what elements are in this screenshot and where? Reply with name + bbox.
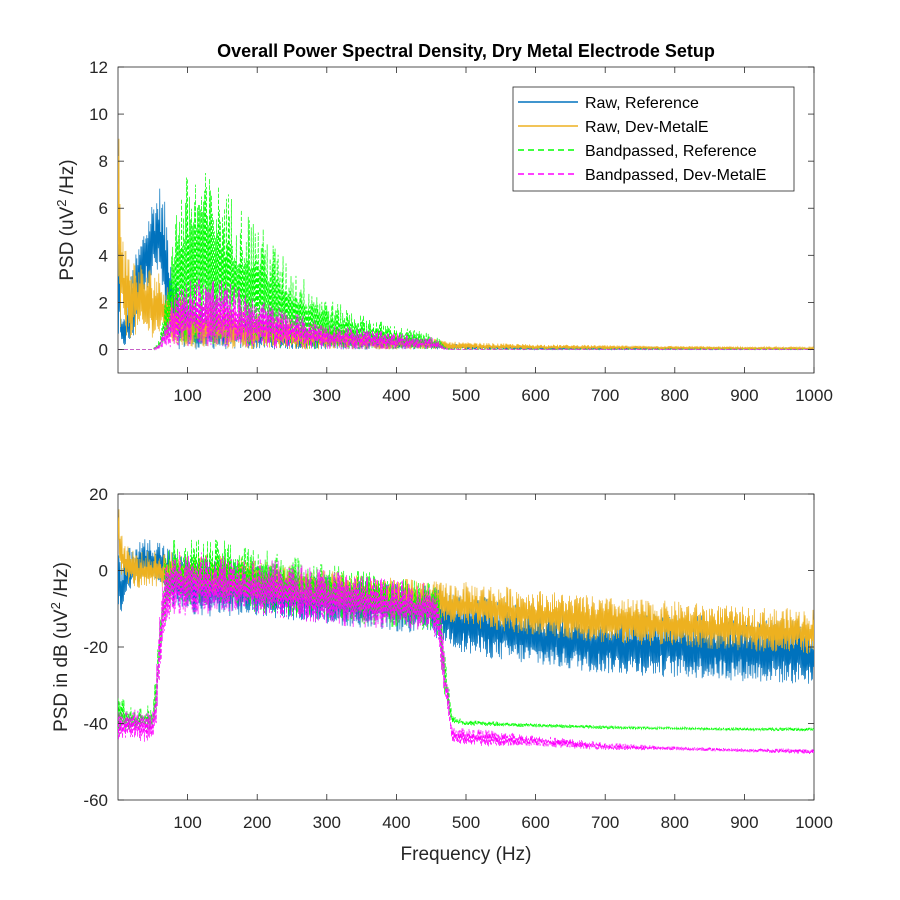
bottom-x-tick-label: 700 [591, 813, 619, 832]
bottom-y-axis-label: PSD in dB (uV2 /Hz) [48, 562, 72, 732]
bottom-y-tick-label: 0 [99, 562, 108, 581]
top-tick-group: 100 200 300 400 500 600 700 800 900 1000 0 2 4 6 8 10 12 [89, 58, 833, 405]
top-x-tick-label: 300 [313, 386, 341, 405]
bottom-x-tick-label: 400 [382, 813, 410, 832]
top-x-tick-label: 800 [661, 386, 689, 405]
top-series-group [118, 138, 814, 351]
top-y-tick-label: 6 [99, 199, 108, 218]
bottom-x-tick-label: 1000 [795, 813, 833, 832]
top-y-tick-label: 2 [99, 293, 108, 312]
legend-label-bandpassed-dev-metale: Bandpassed, Dev-MetalE [585, 167, 766, 184]
top-x-tick-label: 1000 [795, 386, 833, 405]
bottom-x-tick-label: 500 [452, 813, 480, 832]
bottom-series-bandpassed-dev-metale [118, 551, 814, 755]
bottom-y-tick-label: 20 [89, 485, 108, 504]
bottom-x-tick-label: 900 [730, 813, 758, 832]
bottom-axes: 100 200 300 400 500 600 700 800 900 1000-60-40-20… [48, 485, 833, 865]
top-series-bandpassed-dev-metale [118, 278, 814, 351]
legend-label-bandpassed-reference: Bandpassed, Reference [585, 143, 757, 160]
top-y-axis-label: PSD (uV2 /Hz) [54, 159, 78, 280]
legend: Raw, Reference Raw, Dev-MetalE Bandpasse… [512, 86, 795, 192]
bottom-x-tick-label: 100 [173, 813, 201, 832]
bottom-x-tick-label: 800 [661, 813, 689, 832]
top-chart-title: Overall Power Spectral Density, Dry Meta… [217, 41, 715, 61]
top-y-tick-label: 10 [89, 105, 108, 124]
top-axes: Overall Power Spectral Density, Dry Meta… [54, 41, 833, 405]
top-x-tick-label: 100 [173, 386, 201, 405]
bottom-x-axis-label: Frequency (Hz) [401, 844, 532, 865]
top-x-tick-label: 400 [382, 386, 410, 405]
bottom-x-tick-label: 300 [313, 813, 341, 832]
bottom-x-tick-label: 600 [521, 813, 549, 832]
bottom-tick-group: 100 200 300 400 500 600 700 800 900 1000-60-40-20… [83, 485, 832, 832]
top-y-tick-label: 8 [99, 152, 108, 171]
top-y-tick-label: 12 [89, 58, 108, 77]
top-y-tick-label: 4 [99, 246, 108, 265]
top-y-tick-label: 0 [99, 340, 108, 359]
top-x-tick-label: 700 [591, 386, 619, 405]
top-series-raw-dev-metale [118, 138, 814, 351]
bottom-y-tick-label: -20 [83, 638, 108, 657]
bottom-series-group [118, 509, 814, 755]
top-x-tick-label: 200 [243, 386, 271, 405]
legend-label-raw-dev-metale: Raw, Dev-MetalE [585, 119, 709, 136]
legend-label-raw-reference: Raw, Reference [585, 95, 699, 112]
top-x-tick-label: 600 [521, 386, 549, 405]
bottom-y-tick-label: -60 [83, 791, 108, 810]
top-x-tick-label: 500 [452, 386, 480, 405]
bottom-x-tick-label: 200 [243, 813, 271, 832]
bottom-y-tick-label: -40 [83, 715, 108, 734]
top-x-tick-label: 900 [730, 386, 758, 405]
